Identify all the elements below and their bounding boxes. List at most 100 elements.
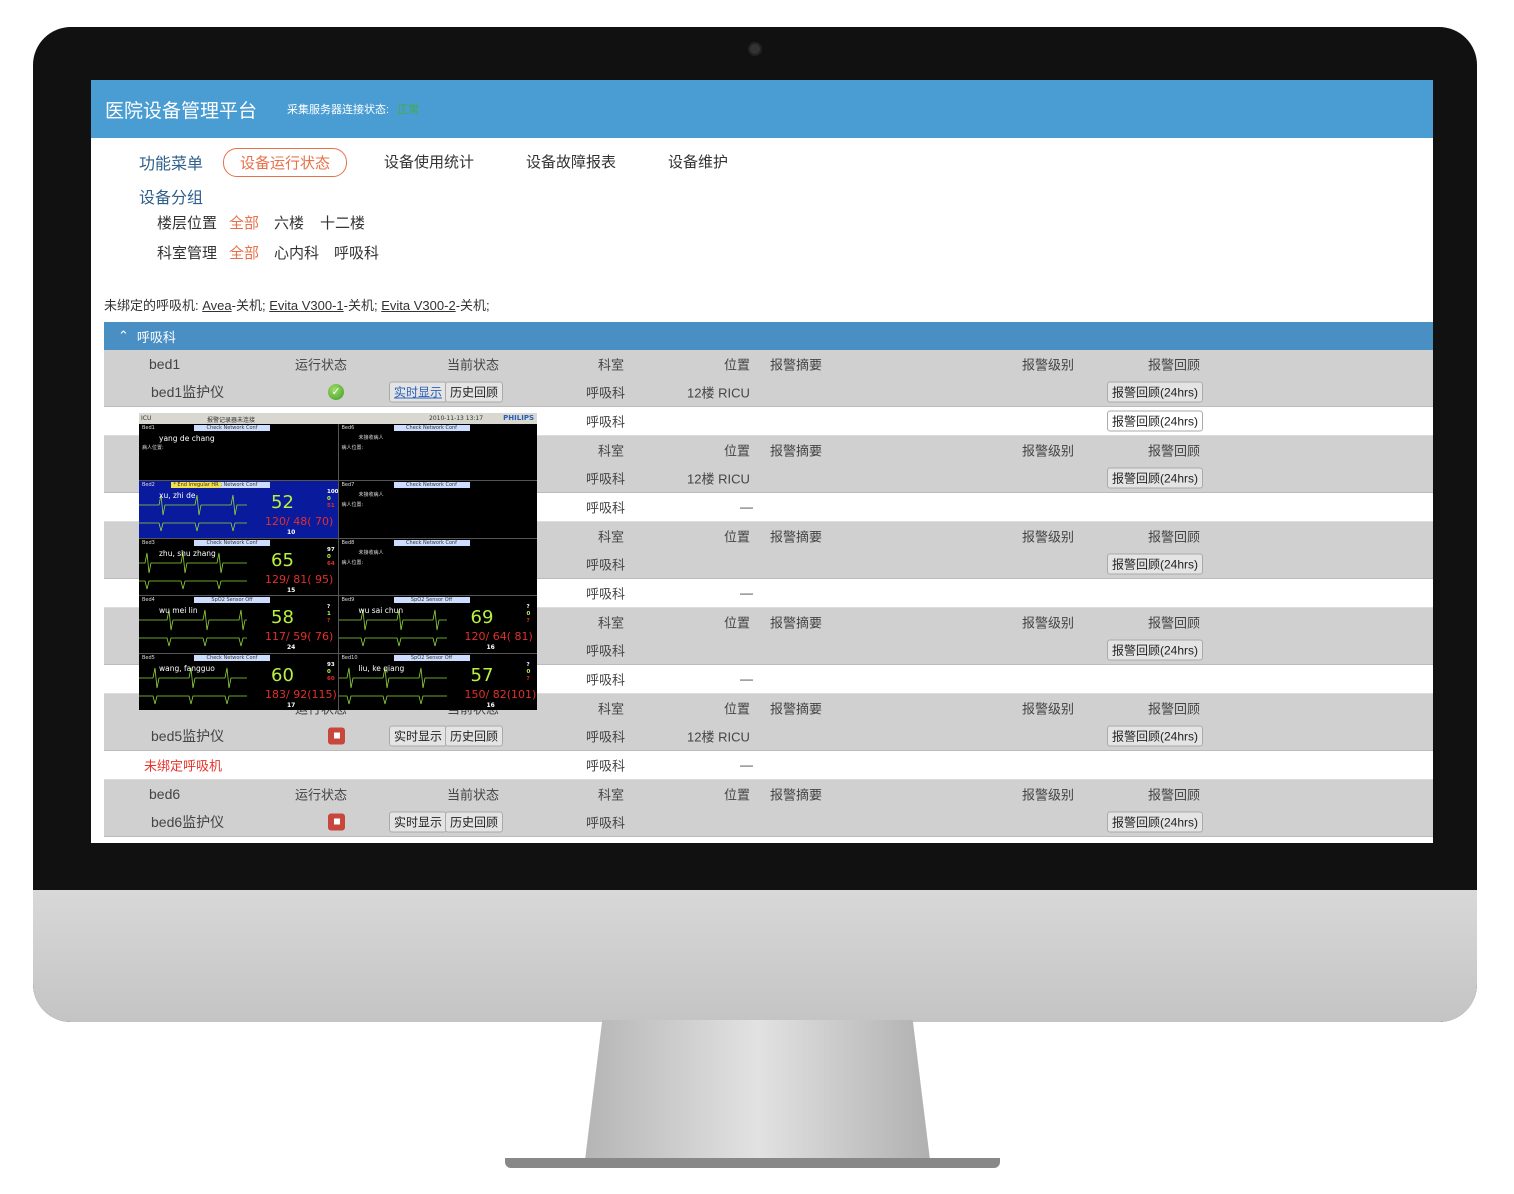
- panel-message: SpO2 Sensor Off: [194, 597, 270, 604]
- col-location: 位置: [724, 443, 751, 459]
- connection-label: 采集服务器连接状态:: [287, 104, 390, 116]
- col-location: 位置: [724, 615, 751, 631]
- dept-all[interactable]: 全部: [229, 245, 260, 262]
- spo2: ?: [327, 604, 331, 611]
- floor-12[interactable]: 十二楼: [320, 215, 366, 232]
- patient-name: 未接收病人: [358, 549, 384, 556]
- col-location: 位置: [724, 529, 751, 545]
- blood-pressure: 150/ 82(101): [464, 687, 537, 701]
- alarm-review-button[interactable]: 报警回顾(24hrs): [1107, 811, 1204, 833]
- connection-status: 正常: [397, 104, 420, 116]
- alarm-review-button[interactable]: 报警回顾(24hrs): [1107, 381, 1204, 403]
- unbound-ventilators: 未绑定的呼吸机: Avea-关机; Evita V300-1-关机; Evita…: [104, 295, 490, 314]
- ventilator-dept: 呼吸科: [586, 672, 626, 688]
- patient-position: 病人位置:: [341, 445, 364, 451]
- monitor-panel: Bed1 Check Network Conf yang de chang 病人位置:: [139, 424, 338, 481]
- col-review: 报警回顾: [1148, 443, 1201, 459]
- floor-all[interactable]: 全部: [229, 215, 260, 232]
- heart-rate: 52: [271, 492, 294, 514]
- panel-alarm: * End Irregular HR: [171, 482, 221, 489]
- device-name[interactable]: bed5监护仪: [151, 728, 225, 744]
- unit-label: ICU: [141, 415, 152, 422]
- spo2: ?: [526, 661, 530, 668]
- col-review: 报警回顾: [1148, 701, 1201, 717]
- history-button[interactable]: 历史回顾: [445, 381, 504, 403]
- blood-pressure: 120/ 48( 70): [265, 515, 334, 529]
- ventilator-dept: 呼吸科: [586, 500, 626, 516]
- ecg-waveform: [139, 552, 247, 589]
- ventilator-location: —: [740, 499, 753, 515]
- monitor-panel: Bed6 Check Network Conf 未接收病人 病人位置:: [338, 424, 537, 481]
- ecg-waveform: [338, 667, 447, 704]
- menu-device-status[interactable]: 设备运行状态: [223, 148, 348, 177]
- pulse: ?: [526, 675, 530, 682]
- menu-maintenance[interactable]: 设备维护: [668, 154, 729, 171]
- ecg-waveform: [338, 610, 447, 647]
- col-review: 报警回顾: [1148, 615, 1201, 631]
- pulse: 51: [327, 503, 335, 510]
- history-button[interactable]: 历史回顾: [445, 811, 504, 833]
- resp-rate: 24: [287, 644, 296, 652]
- col-dept: 科室: [598, 357, 625, 373]
- panel-bed: Bed10: [341, 654, 358, 661]
- pvc: 0: [327, 668, 331, 675]
- history-button[interactable]: 历史回顾: [445, 725, 504, 747]
- monitor-panel: Bed10 SpO2 Sensor Off liu, ke qiang 57 150/ …: [338, 653, 537, 710]
- device-row: bed1监护仪 ✓ 实时显示 历史回顾 呼吸科 12楼 RICU 报警回顾(24hrs): [104, 378, 1433, 407]
- panel-bed: Bed7: [341, 482, 355, 489]
- ventilator-link[interactable]: Avea: [202, 298, 232, 313]
- device-dept: 呼吸科: [586, 557, 626, 573]
- alarm-review-button[interactable]: 报警回顾(24hrs): [1107, 725, 1204, 747]
- menu-usage-stats[interactable]: 设备使用统计: [384, 154, 475, 171]
- monitor-chin: [33, 890, 1477, 1022]
- live-view-button[interactable]: 实时显示: [389, 811, 448, 833]
- patient-position: 病人位置:: [341, 502, 364, 509]
- menu-fault-report[interactable]: 设备故障报表: [526, 154, 617, 171]
- device-dept: 呼吸科: [586, 643, 626, 659]
- ventilator-status: -关机;: [455, 298, 490, 313]
- ventilator-link[interactable]: Evita V300-1: [269, 298, 344, 313]
- device-name[interactable]: bed6监护仪: [151, 814, 225, 830]
- ecg-waveform: [139, 495, 247, 532]
- live-view-button[interactable]: 实时显示: [389, 725, 448, 747]
- patient-name: zhu, shu zhang: [159, 548, 216, 558]
- pulse: ?: [526, 618, 530, 625]
- panel-message: Check Network Conf: [393, 482, 470, 489]
- ventilator-name: 未绑定呼吸机: [144, 758, 223, 774]
- resp-rate: 16: [486, 701, 495, 709]
- monitor-panel: Bed3 Check Network Conf zhu, shu zhang 65 12…: [139, 538, 338, 596]
- menu-label: 功能菜单: [139, 156, 204, 173]
- ecg-waveform: [139, 667, 247, 704]
- monitor-panel: Bed4 SpO2 Sensor Off wu mei lin 58 117/ 59( …: [139, 596, 338, 653]
- alarm-review-button[interactable]: 报警回顾(24hrs): [1107, 467, 1204, 489]
- col-current: 当前状态: [447, 787, 500, 803]
- floor-6[interactable]: 六楼: [274, 215, 305, 232]
- bed-name: bed6: [149, 786, 181, 802]
- top-bar: 医院设备管理平台 采集服务器连接状态: 正常: [91, 80, 1433, 138]
- col-summary: 报警摘要: [770, 701, 823, 717]
- patient-name: liu, ke qiang: [358, 663, 405, 673]
- panel-message: Check Network Conf: [194, 425, 270, 431]
- ventilator-link[interactable]: Evita V300-2: [381, 298, 456, 313]
- alarm-review-button[interactable]: 报警回顾(24hrs): [1107, 639, 1204, 661]
- device-row: bed5监护仪 实时显示 历史回顾 呼吸科 12楼 RICU 报警回顾(24hrs): [104, 722, 1433, 751]
- device-location: 12楼 RICU: [687, 471, 750, 487]
- device-name[interactable]: bed1监护仪: [151, 384, 225, 400]
- pulse: 64: [327, 560, 335, 567]
- dept-respiratory[interactable]: 呼吸科: [334, 245, 380, 262]
- patient-name: wang, fangguo: [159, 663, 215, 673]
- group-header-respiratory[interactable]: ⌃ 呼吸科: [104, 322, 1433, 350]
- datetime: 2010-11-13 13:17: [429, 415, 484, 422]
- camera-icon: [748, 42, 762, 56]
- device-dept: 呼吸科: [586, 815, 626, 831]
- dept-cardiology[interactable]: 心内科: [274, 245, 320, 262]
- pvc: 1: [327, 611, 331, 618]
- col-location: 位置: [724, 701, 751, 717]
- alarm-review-button[interactable]: 报警回顾(24hrs): [1107, 553, 1204, 575]
- live-view-button[interactable]: 实时显示: [389, 381, 448, 403]
- col-dept: 科室: [598, 787, 625, 803]
- alarm-review-button[interactable]: 报警回顾(24hrs): [1107, 410, 1204, 432]
- spo2: 97: [327, 546, 335, 553]
- spo2: 100: [327, 489, 338, 496]
- device-dept: 呼吸科: [586, 729, 626, 745]
